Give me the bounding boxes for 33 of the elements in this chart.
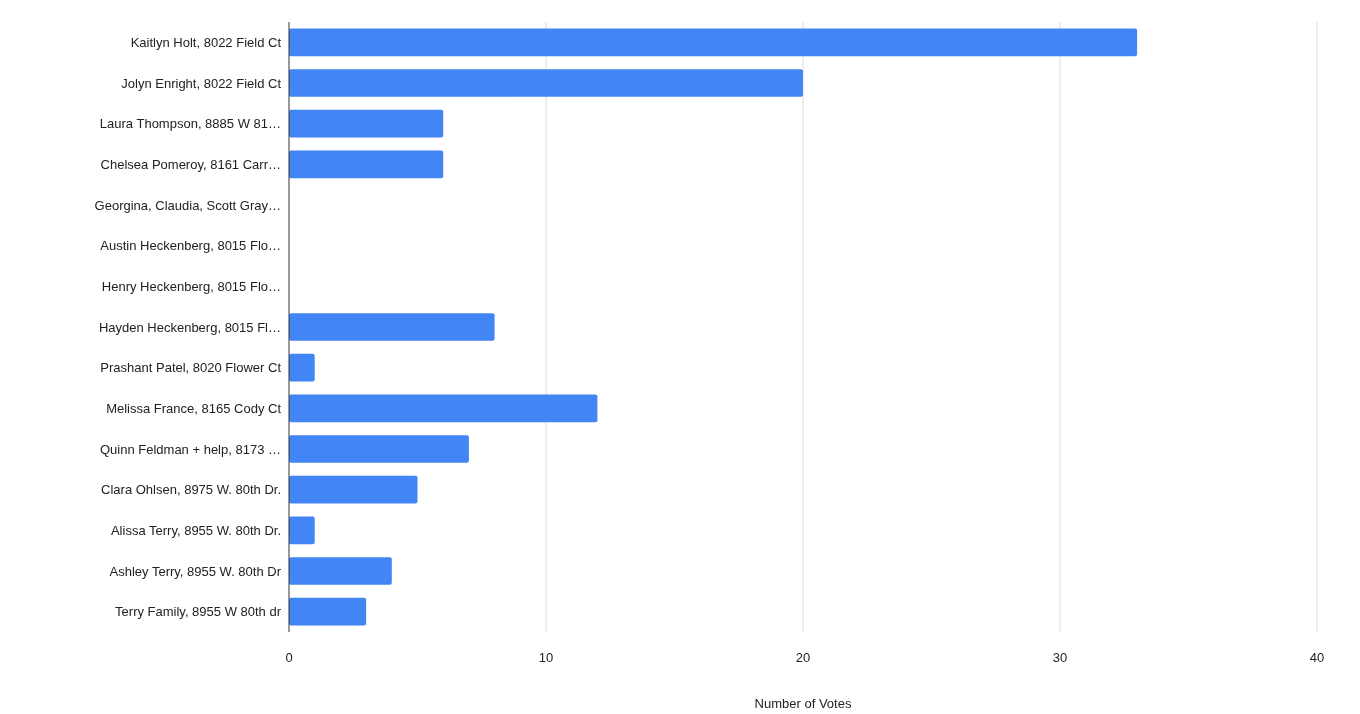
x-tick-label: 20 (795, 650, 811, 665)
bar (289, 557, 392, 585)
y-tick-label: Ashley Terry, 8955 W. 80th Dr (109, 563, 282, 579)
bar (289, 28, 1138, 57)
y-tick-label: Henry Heckenberg, 8015 Flo… (101, 278, 281, 294)
bar (289, 394, 598, 423)
y-tick-label: Georgina, Claudia, Scott Gray… (94, 197, 281, 213)
y-tick-label: Jolyn Enright, 8022 Field Ct (121, 75, 282, 91)
y-tick-label: Quinn Feldman + help, 8173 … (99, 441, 281, 457)
bar (289, 516, 315, 545)
bar (289, 353, 315, 382)
bar (289, 435, 469, 463)
y-tick-label: Chelsea Pomeroy, 8161 Carr… (100, 156, 281, 172)
y-tick-label: Hayden Heckenberg, 8015 Fl… (98, 319, 281, 335)
y-tick-label: Terry Family, 8955 W 80th dr (115, 604, 282, 620)
bar (289, 150, 444, 179)
y-tick-label: Kaitlyn Holt, 8022 Field Ct (130, 34, 282, 50)
y-tick-label: Clara Ohlsen, 8975 W. 80th Dr. (101, 482, 281, 498)
x-tick-label: 10 (538, 650, 554, 665)
y-tick-label: Austin Heckenberg, 8015 Flo… (100, 238, 281, 254)
y-tick-label: Melissa France, 8165 Cody Ct (106, 400, 282, 416)
x-tick-label: 0 (285, 650, 293, 665)
x-tick-label: 40 (1309, 650, 1325, 665)
bar (289, 475, 418, 504)
bar (289, 69, 803, 97)
bar (289, 597, 367, 626)
x-axis-title: Number of Votes (754, 696, 852, 711)
bar (289, 313, 495, 341)
y-tick-label: Laura Thompson, 8885 W 81… (99, 116, 281, 132)
x-tick-label: 30 (1052, 650, 1068, 665)
y-tick-label: Prashant Patel, 8020 Flower Ct (100, 360, 282, 376)
bar (289, 109, 444, 138)
y-tick-label: Alissa Terry, 8955 W. 80th Dr. (110, 522, 281, 538)
